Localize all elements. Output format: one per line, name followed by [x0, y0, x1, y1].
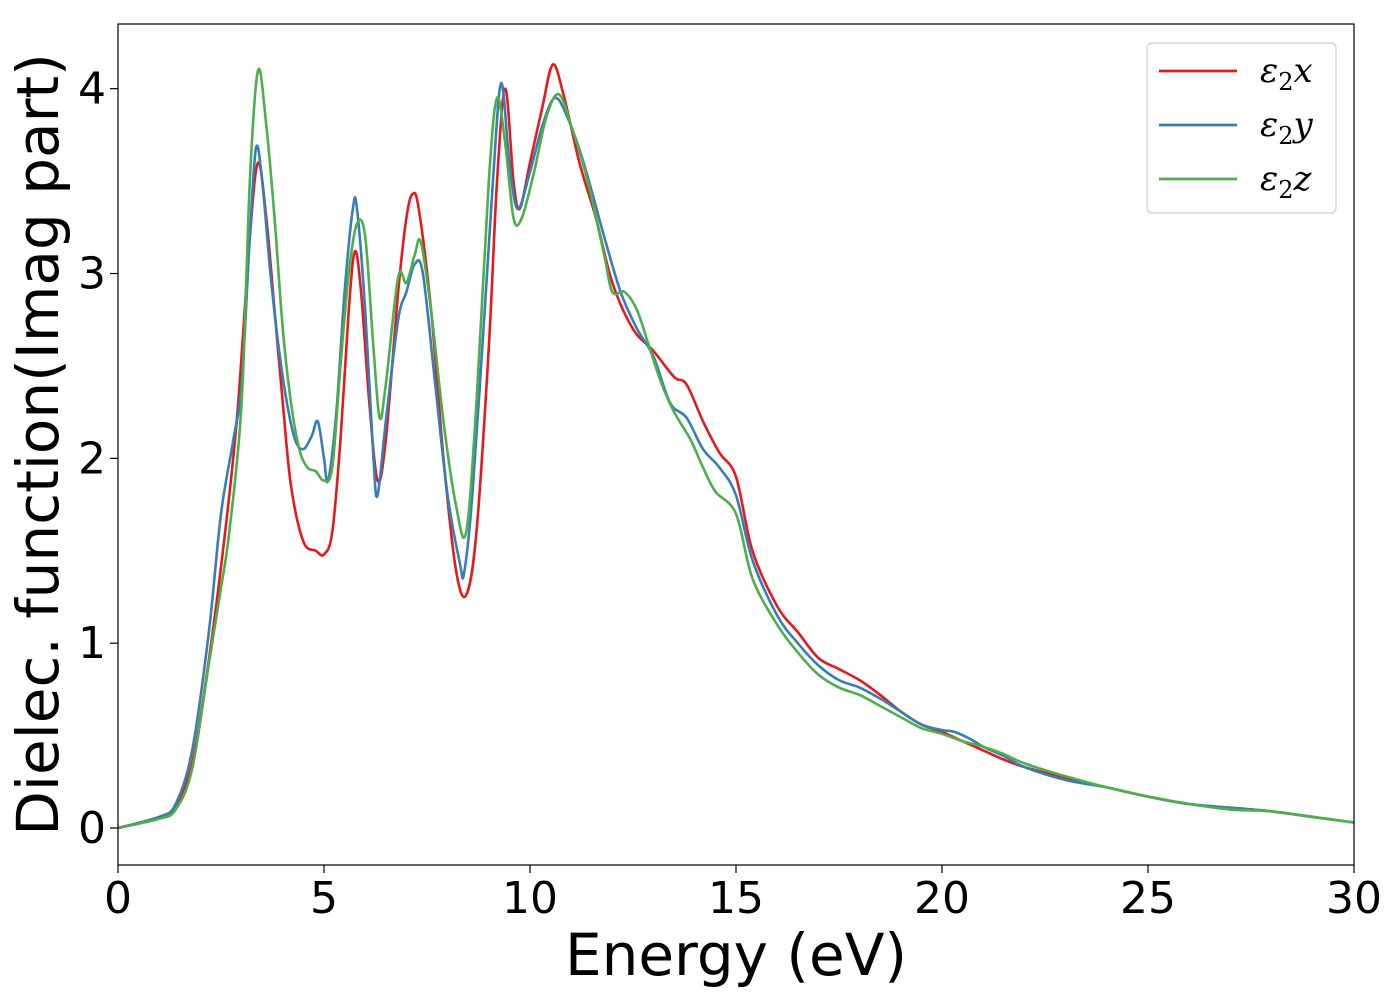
- x-tick-label: 25: [1120, 873, 1176, 924]
- x-tick-label: 30: [1326, 873, 1382, 924]
- y-tick-label: 0: [78, 803, 106, 854]
- series-layer: [117, 63, 1355, 830]
- x-axis-label: Energy (eV): [565, 921, 907, 989]
- y-tick-label: 1: [78, 618, 106, 669]
- legend-box: [1146, 42, 1337, 214]
- y-tick-label: 2: [78, 433, 106, 484]
- x-tick-label: 20: [914, 873, 970, 924]
- x-tick-label: 10: [502, 873, 558, 924]
- ticks-layer: 0 5 10 15 20 25 30 0 1 2 3 4: [78, 64, 1382, 924]
- x-tick-label: 0: [104, 873, 132, 924]
- legend-label-x: ε2x: [1260, 51, 1313, 96]
- y-tick-label: 3: [78, 249, 106, 300]
- legend-label-z: ε2z: [1260, 159, 1313, 204]
- y-tick-label: 4: [78, 64, 106, 115]
- x-tick-label: 15: [708, 873, 764, 924]
- legend: ε2x ε2y ε2z: [1146, 42, 1337, 214]
- x-tick-label: 5: [310, 873, 338, 924]
- legend-label-y: ε2y: [1260, 105, 1314, 150]
- y-axis-label: Dielec. function(Imag part): [4, 53, 72, 836]
- series-line-z: [117, 67, 1355, 830]
- series-line-y: [117, 81, 1355, 830]
